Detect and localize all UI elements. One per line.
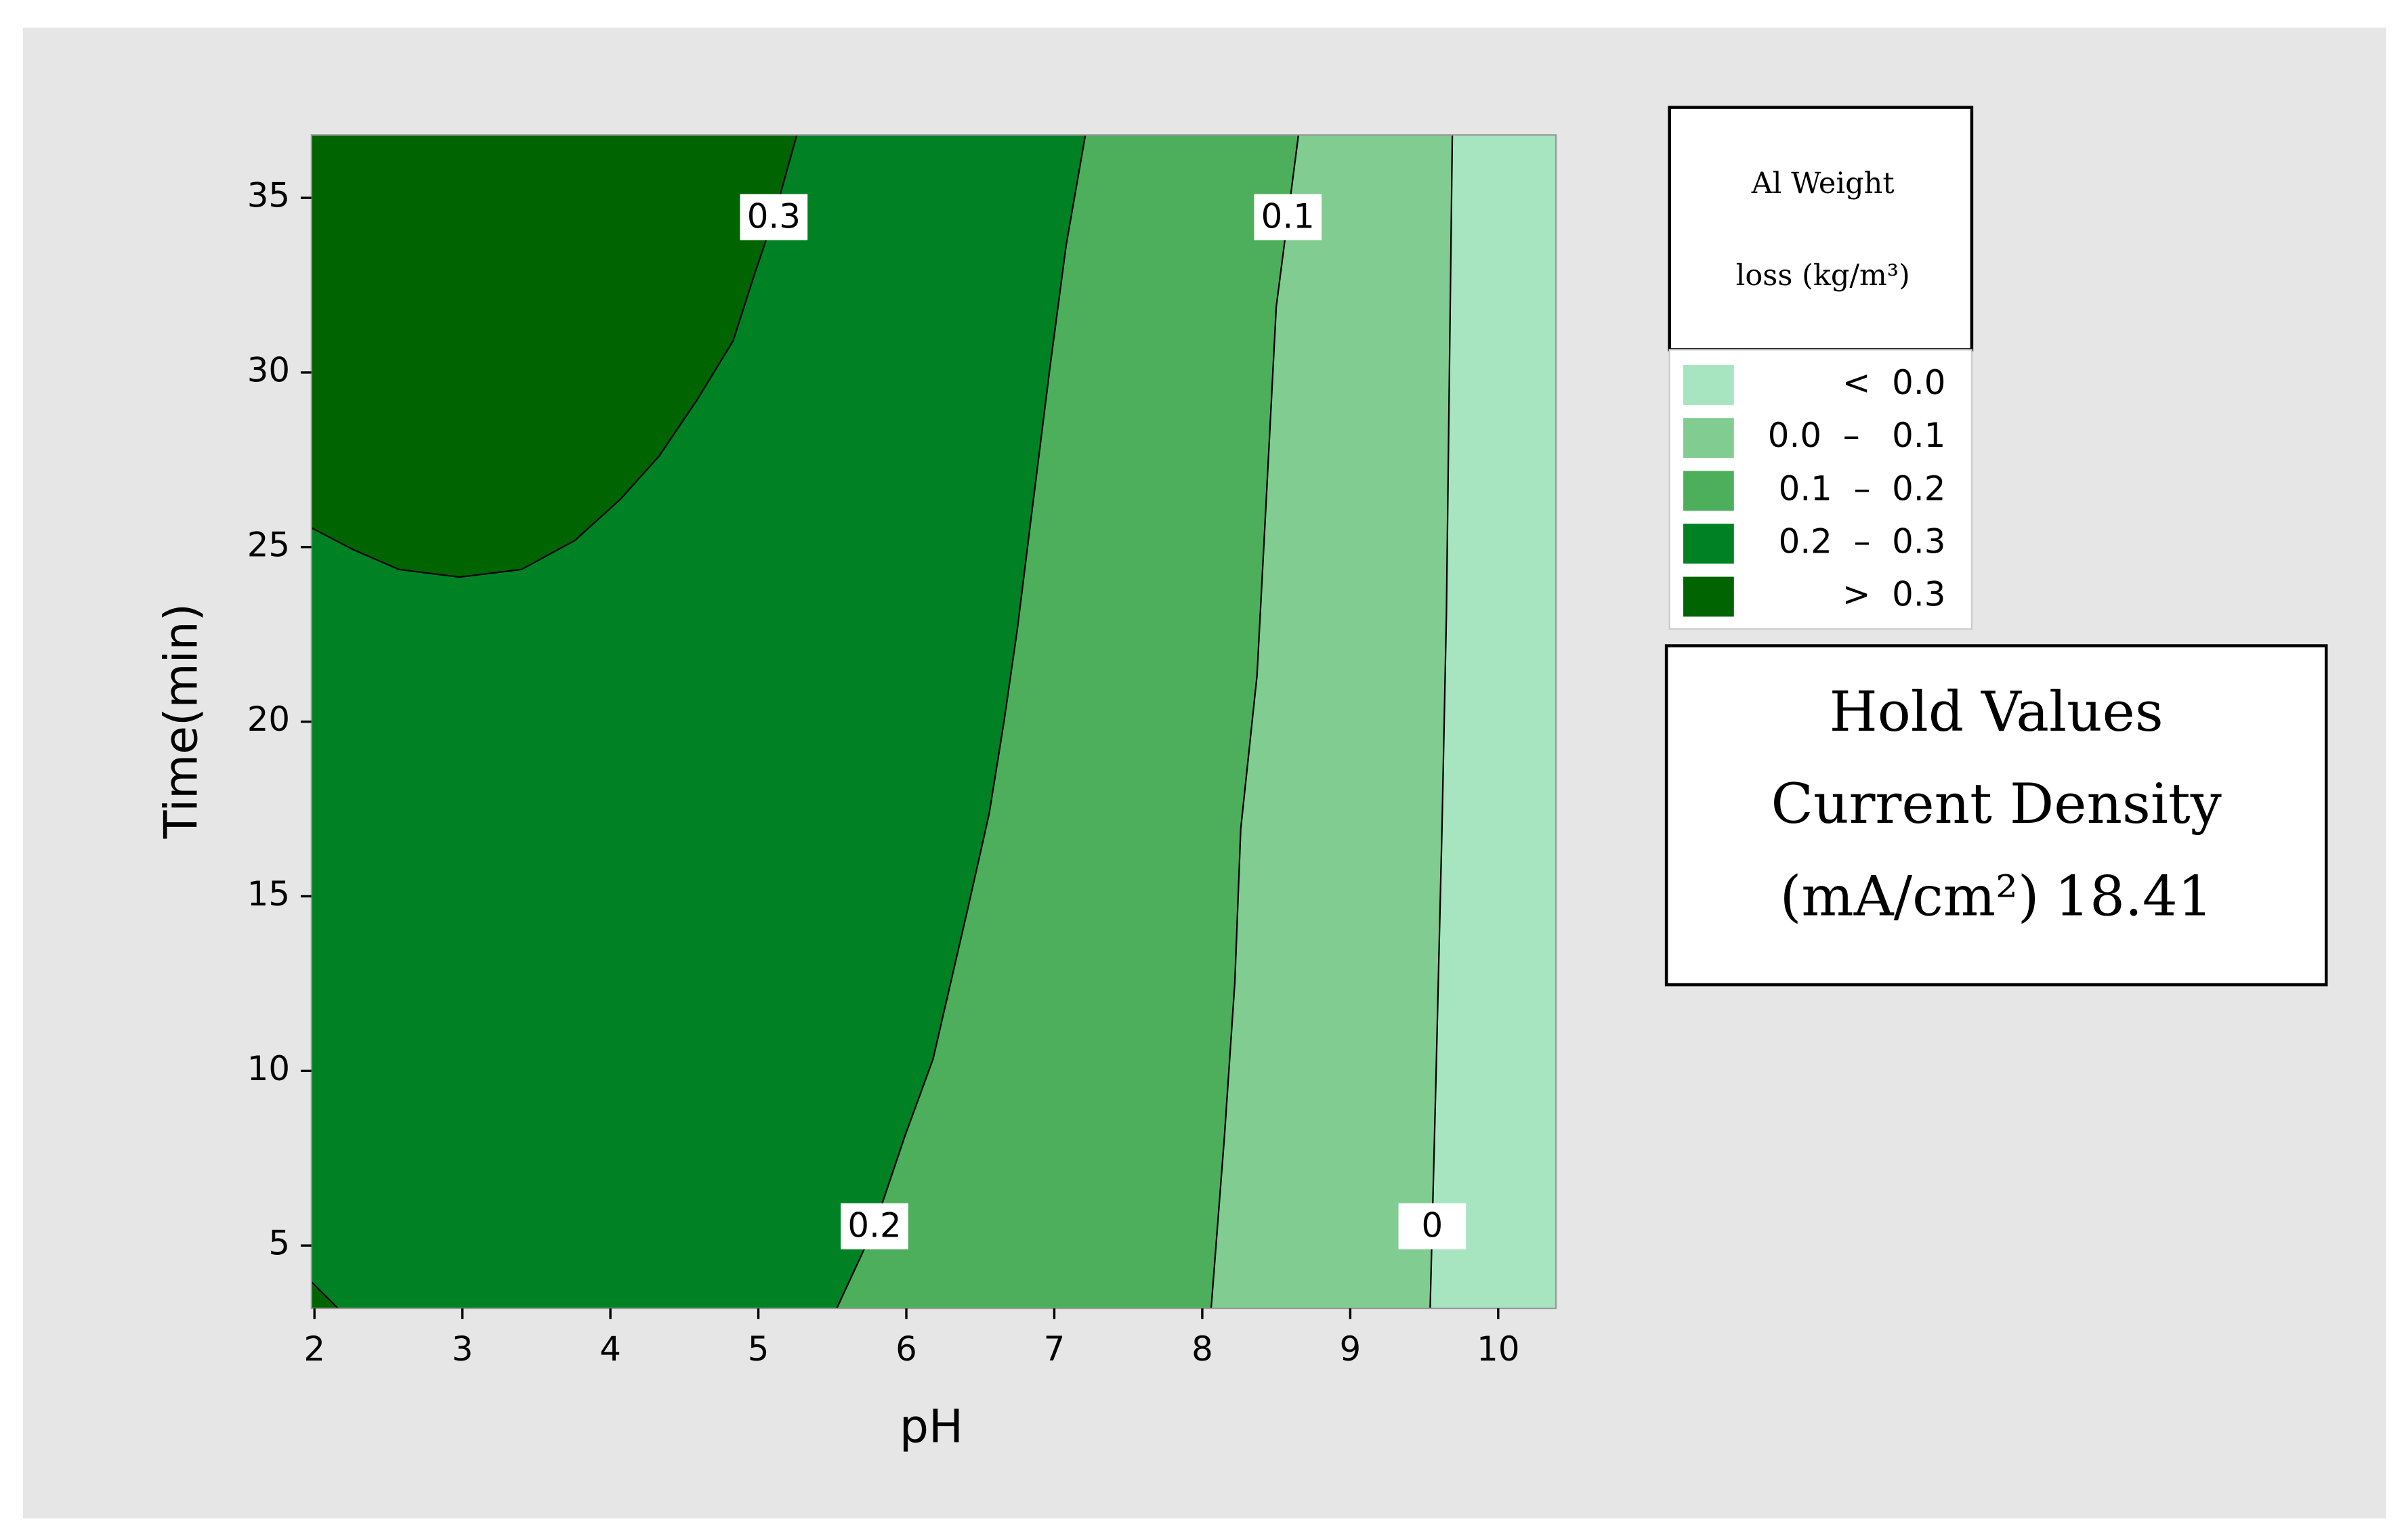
x-tick-label: 5 [748,1329,769,1369]
hold-line: (mA/cm²) 18.41 [1780,864,2213,928]
contour-line [311,1281,339,1308]
contour-label-box [841,1203,908,1249]
legend-swatch [1683,523,1734,564]
legend-label: 0.0 – 0.1 [1768,416,1946,455]
contour-line [311,135,798,578]
contour-line [1210,135,1300,1308]
legend-label: 0.1 – 0.2 [1779,469,1946,508]
legend-swatch [1683,418,1734,458]
legend-title: loss (kg/m³) [1736,259,1910,293]
contour-label-box [740,194,808,240]
x-tick-label: 4 [599,1329,621,1369]
x-tick-label: 9 [1340,1329,1362,1369]
y-tick-label: 10 [247,1049,290,1088]
hold-title: Hold Values [1830,680,2164,744]
y-tick-label: 20 [247,700,290,739]
hold-box [1664,644,2328,987]
x-tick-label: 7 [1044,1329,1065,1369]
x-tick-label: 3 [452,1329,473,1369]
legend-label: < 0.0 [1842,363,1946,402]
y-tick-label: 35 [247,176,290,215]
x-tick-label: 2 [303,1329,325,1369]
y-tick-label: 15 [247,874,290,914]
contour-label: 0 [1422,1205,1443,1245]
x-tick-label: 10 [1477,1329,1519,1369]
hold-value: 18.41 [2054,864,2212,928]
legend-swatch [1683,365,1734,405]
contour-band [311,135,797,578]
x-tick-label: 6 [895,1329,917,1369]
contour-line [1429,135,1454,1308]
legend-swatch [1683,576,1734,617]
contour-label-box [1254,194,1322,240]
contour-label-box [1398,1203,1466,1249]
y-tick-label: 5 [268,1224,290,1263]
legend-swatch [1683,471,1734,511]
y-axis-label: Time(min) [154,603,208,839]
contour-label: 0.1 [1261,196,1315,236]
hold-unit: (mA/cm²) [1780,864,2040,928]
y-tick-label: 25 [247,525,290,564]
legend-title-box [1668,106,1974,351]
contour-label: 0.3 [747,196,801,236]
contour-line [836,135,1086,1308]
y-tick-label: 30 [247,350,290,389]
plot-area [311,135,1557,1308]
legend: < 0.0 0.0 – 0.1 0.1 – 0.2 0.2 – 0.3 > 0.3 [1683,363,1945,617]
legend-label: 0.2 – 0.3 [1779,521,1946,561]
hold-name: Current Density [1771,772,2222,836]
x-tick-label: 8 [1191,1329,1213,1369]
legend-title: Al Weight [1751,167,1895,200]
x-axis-label: pH [900,1400,963,1453]
legend-label: > 0.3 [1842,575,1946,614]
contour-label: 0.2 [847,1205,901,1245]
